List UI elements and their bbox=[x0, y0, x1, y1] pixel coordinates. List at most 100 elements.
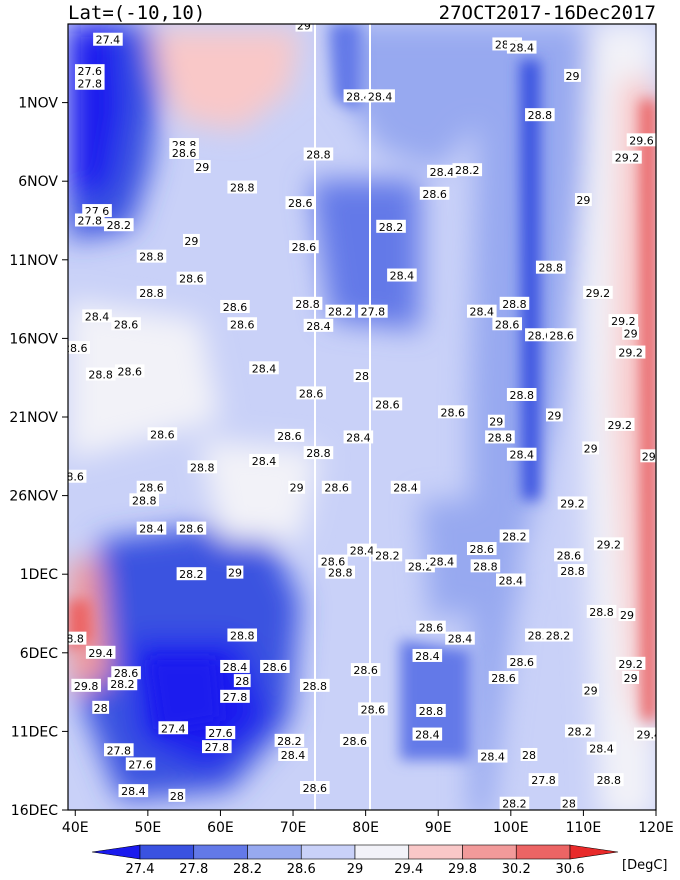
contour-label-bg bbox=[347, 543, 377, 557]
colorbar-segment bbox=[354, 844, 410, 860]
contour-label: 29 bbox=[228, 567, 242, 580]
contour-label-bg bbox=[452, 163, 483, 177]
colorbar-level-label: 27.4 bbox=[126, 862, 155, 877]
contour-label-bg bbox=[477, 749, 508, 763]
contour-label-bg bbox=[353, 369, 371, 383]
contour-label-bg bbox=[136, 285, 167, 299]
contour-label: 28.6 bbox=[172, 147, 197, 160]
contour-label: 28 bbox=[170, 790, 184, 803]
colorbar-level-label: 29 bbox=[347, 862, 364, 877]
contour-label-bg bbox=[289, 240, 319, 254]
contour-label-bg bbox=[525, 108, 555, 122]
plot-area: 27.4 29 28.8 28.4 27.6 27.8 29 28.4 28.4 28.8 29.6… bbox=[68, 24, 656, 811]
colorbar-level-label: 29.4 bbox=[394, 862, 423, 877]
contour-label-bg bbox=[560, 796, 578, 810]
contour-label: 28 bbox=[562, 798, 576, 811]
contour-label: 28.2 bbox=[179, 568, 204, 581]
contour-label: 28.4 bbox=[509, 42, 534, 55]
contour-label-bg bbox=[564, 724, 595, 738]
contour-label: 28.6 bbox=[114, 318, 139, 331]
contour-label: 29 bbox=[584, 685, 598, 698]
contour-label-bg bbox=[168, 788, 186, 802]
x-tick-label: 100E bbox=[493, 820, 529, 836]
contour-label-bg bbox=[615, 345, 646, 359]
contour-label-bg bbox=[557, 496, 588, 510]
contour-label: 27.8 bbox=[78, 78, 103, 91]
contour-label-bg bbox=[158, 721, 189, 735]
contour-label: 27.4 bbox=[96, 34, 121, 47]
x-axis: 40E 50E 60E 70E 80E 90E 100E 110E 120E bbox=[62, 810, 674, 836]
contour-label-bg bbox=[350, 663, 381, 677]
contour-label-bg bbox=[176, 521, 207, 535]
contour-label-bg bbox=[82, 309, 112, 323]
contour-label-bg bbox=[205, 725, 236, 739]
colorbar-level-label: 30.2 bbox=[502, 862, 531, 877]
colorbar-level-label: 30.6 bbox=[556, 862, 585, 877]
contour-label: 27.6 bbox=[208, 727, 233, 740]
contour-label-bg bbox=[303, 147, 334, 161]
contour-label-bg bbox=[487, 414, 505, 428]
contour-label-bg bbox=[427, 164, 457, 178]
contour-label: 28.4 bbox=[430, 166, 455, 179]
contour-label: 28.6 bbox=[440, 406, 465, 419]
contour-label: 29.2 bbox=[597, 538, 622, 551]
contour-label: 28.6 bbox=[422, 188, 447, 201]
contour-label: 29.6 bbox=[629, 134, 654, 147]
contour-label-bg bbox=[249, 361, 279, 375]
contour-label: 28.4 bbox=[350, 545, 375, 558]
x-tick-label: 50E bbox=[135, 820, 162, 836]
contour-label-bg bbox=[325, 304, 356, 318]
contour-label-bg bbox=[633, 727, 656, 741]
contour-label-bg bbox=[499, 796, 530, 810]
colorbar-segment bbox=[193, 844, 248, 860]
contour-label: 29.2 bbox=[615, 152, 640, 165]
contour-label: 28.6 bbox=[230, 318, 255, 331]
contour-label: 28.6 bbox=[303, 782, 328, 795]
contour-label-bg bbox=[358, 304, 388, 318]
contour-label: 28.8 bbox=[132, 494, 157, 507]
colorbar-segment bbox=[408, 844, 463, 860]
contour-label-bg bbox=[546, 328, 577, 342]
y-tick-label: 11DEC bbox=[11, 724, 58, 740]
contour-label-bg bbox=[499, 296, 530, 310]
contour-label: 27.8 bbox=[531, 774, 556, 787]
contour-label: 28.4 bbox=[306, 320, 331, 333]
contour-label-bg bbox=[419, 186, 450, 200]
contour-label-bg bbox=[583, 285, 613, 299]
contour-label: 28 bbox=[522, 749, 536, 762]
contour-label-bg bbox=[249, 454, 279, 468]
contour-label: 28.6 bbox=[139, 482, 164, 495]
contour-label: 28.8 bbox=[528, 109, 553, 122]
contour-label-bg bbox=[292, 296, 323, 310]
contour-label-bg bbox=[227, 317, 258, 331]
contour-label-bg bbox=[136, 521, 167, 535]
contour-label: 28.4 bbox=[415, 729, 440, 742]
x-tick-label: 60E bbox=[207, 820, 234, 836]
contour-label: 28.4 bbox=[470, 306, 495, 319]
contour-label: 29.2 bbox=[611, 315, 636, 328]
colorbar-segment bbox=[139, 844, 195, 860]
y-axis: 1NOV 6NOV 11NOV 16NOV 21NOV 26NOV 1DEC 6DEC 11DE… bbox=[9, 96, 68, 819]
contour-label: 28.8 bbox=[419, 705, 444, 718]
contour-label: 28.4 bbox=[499, 574, 524, 587]
contour-label-bg bbox=[176, 271, 207, 285]
contour-label-bg bbox=[68, 631, 87, 645]
chart-title-right: 27OCT2017-16Dec2017 bbox=[439, 2, 656, 24]
contour-label: 28.4 bbox=[346, 90, 371, 103]
contour-label: 29 bbox=[184, 235, 198, 248]
contour-label-bg bbox=[499, 529, 530, 543]
contour-label: 29.4 bbox=[88, 647, 113, 660]
contour-label: 28.4 bbox=[252, 362, 277, 375]
contour-label-bg bbox=[372, 548, 403, 562]
contour-label-bg bbox=[220, 689, 250, 703]
contour-label-bg bbox=[586, 604, 617, 618]
contour-label: 28.4 bbox=[390, 270, 415, 283]
contour-label-bg bbox=[437, 405, 468, 419]
contour-label-bg bbox=[278, 747, 308, 761]
colorbar-unit: [DegC] bbox=[622, 858, 667, 873]
contour-label: 28.4 bbox=[480, 751, 505, 764]
contour-label-bg bbox=[387, 268, 417, 282]
contour-label: 28.6 bbox=[117, 365, 142, 378]
